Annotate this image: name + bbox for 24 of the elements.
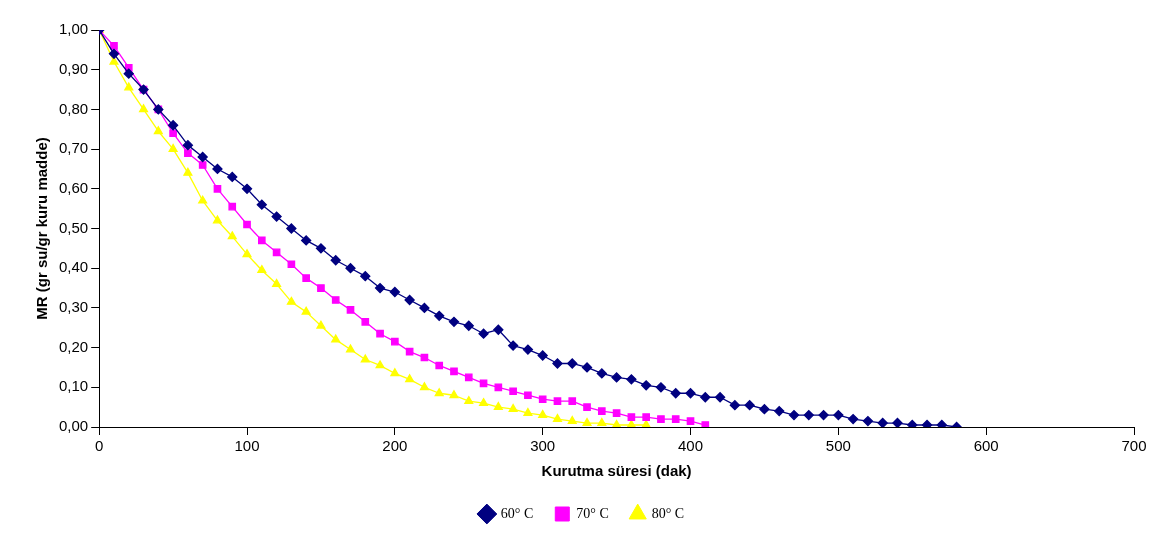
y-tick-label: 0,20 [58,337,89,355]
y-tick-label: 0,60 [58,178,89,196]
y-axis-title: MR (gr su/gr kuru madde) [33,137,51,320]
x-tick-label: 400 [678,437,704,455]
y-tick-label: 0,00 [58,417,89,435]
x-tick-label: 300 [530,437,556,455]
legend-label: 60° C [500,505,534,521]
y-tick-label: 0,80 [58,99,89,117]
y-tick-label: 0,10 [58,377,89,395]
y-tick-label: 0,70 [58,139,89,157]
y-tick-label: 0,90 [58,59,89,77]
legend-label: 70° C [576,505,609,521]
x-tick-label: 100 [234,437,260,455]
legend-label: 80° C [651,505,685,521]
x-tick-label: 200 [382,437,408,455]
y-tick-label: 0,30 [58,298,89,316]
y-tick-label: 0,40 [58,258,89,276]
y-tick-label: 0,50 [58,218,89,236]
y-tick-label: 1,00 [58,20,89,38]
x-tick-label: 500 [825,437,851,455]
x-tick-label: 700 [1121,437,1147,455]
x-tick-label: 0 [95,437,104,455]
x-axis-title: Kurutma süresi (dak) [541,462,692,480]
x-tick-label: 600 [973,437,999,455]
